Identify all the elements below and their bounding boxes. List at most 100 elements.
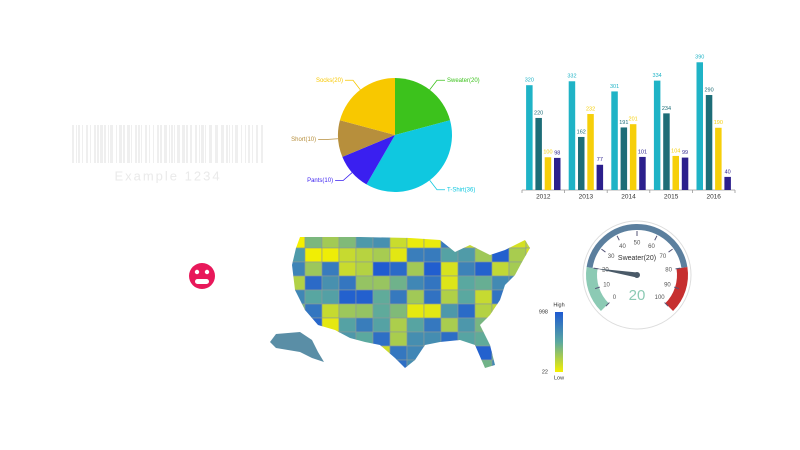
- bar-value-label: 100: [543, 150, 552, 156]
- barcode-bar: [160, 125, 162, 163]
- gauge-value: 20: [629, 287, 646, 304]
- state-region: [491, 275, 510, 291]
- gauge-tick-label: 40: [619, 244, 626, 250]
- bar: [705, 95, 713, 190]
- state-region: [304, 289, 323, 305]
- alaska: [270, 332, 324, 362]
- state-region: [440, 289, 459, 305]
- barcode: [72, 125, 263, 163]
- gauge-tick-label: 50: [634, 241, 641, 247]
- state-region: [292, 237, 306, 249]
- barcode-bar: [145, 125, 147, 163]
- state-region: [474, 345, 493, 361]
- leader-line: [344, 79, 361, 91]
- state-region: [423, 247, 442, 263]
- state-region: [406, 247, 425, 263]
- state-region: [457, 345, 476, 361]
- barcode-bar: [209, 125, 212, 163]
- state-region: [338, 331, 357, 347]
- gauge-tick: [673, 286, 680, 290]
- gauge-tick-label: 30: [608, 254, 615, 260]
- state-region: [440, 247, 459, 263]
- gauge-tick: [654, 235, 658, 241]
- state-region: [491, 331, 510, 347]
- state-region: [525, 237, 530, 249]
- barcode-bar: [248, 125, 250, 163]
- smiley-icon[interactable]: [189, 263, 215, 289]
- gauge-tick: [594, 286, 601, 290]
- state-region: [304, 359, 323, 368]
- state-region: [372, 289, 391, 305]
- state-region: [321, 317, 340, 333]
- bar: [535, 117, 542, 190]
- state-region: [389, 261, 408, 277]
- barcode-bar: [138, 125, 140, 163]
- bar-value-label: 162: [577, 129, 586, 135]
- state-region: [355, 275, 374, 291]
- state-region: [457, 331, 476, 347]
- barcode-bar: [78, 125, 80, 163]
- state-region: [406, 275, 425, 291]
- state-region: [474, 275, 493, 291]
- state-region: [304, 237, 323, 249]
- bar-value-label: 191: [619, 120, 628, 126]
- barcode-bar: [82, 125, 83, 163]
- state-region: [321, 331, 340, 347]
- gauge-hub: [634, 272, 640, 278]
- barcode-bar: [135, 125, 137, 163]
- bar-value-label: 77: [597, 157, 603, 163]
- state-region: [457, 275, 476, 291]
- leader-line: [429, 79, 446, 91]
- state-region: [389, 275, 408, 291]
- bar-value-label: 220: [534, 110, 543, 116]
- state-region: [304, 317, 323, 333]
- state-region: [457, 247, 476, 263]
- state-region: [355, 331, 374, 347]
- state-region: [474, 289, 493, 305]
- gauge-tick: [616, 235, 620, 241]
- bar-value-label: 390: [695, 55, 704, 61]
- gauge-tick-label: 100: [655, 295, 666, 301]
- state-region: [474, 261, 493, 277]
- state-region: [338, 261, 357, 277]
- state-region: [491, 303, 510, 319]
- gauge-tick: [664, 302, 669, 307]
- state-region: [292, 247, 306, 263]
- state-region: [423, 261, 442, 277]
- state-region: [423, 303, 442, 319]
- state-region: [491, 345, 510, 361]
- state-region: [457, 359, 476, 368]
- state-region: [508, 317, 527, 333]
- state-region: [321, 303, 340, 319]
- leader-line: [318, 138, 339, 140]
- bar-value-label: 301: [610, 84, 619, 90]
- gauge-tick-label: 60: [648, 244, 655, 250]
- state-region: [372, 317, 391, 333]
- bar: [696, 62, 703, 190]
- pie-slice: [342, 135, 395, 185]
- barcode-bar: [72, 125, 74, 163]
- barcode-bar: [97, 125, 99, 163]
- barcode-bar: [215, 125, 218, 163]
- barcode-bar: [127, 125, 130, 163]
- state-region: [440, 317, 459, 333]
- state-region: [338, 317, 357, 333]
- state-region: [525, 345, 530, 361]
- state-region: [372, 275, 391, 291]
- barcode-bar: [116, 125, 117, 163]
- state-region: [474, 359, 493, 368]
- state-region: [525, 359, 530, 368]
- bar: [663, 113, 670, 190]
- state-region: [457, 317, 476, 333]
- state-region: [440, 275, 459, 291]
- state-region: [372, 345, 391, 361]
- state-region: [355, 247, 374, 263]
- leader-line: [429, 179, 446, 191]
- state-region: [474, 317, 493, 333]
- state-region: [406, 303, 425, 319]
- gauge-band: [665, 267, 688, 312]
- state-region: [525, 261, 530, 277]
- gauge-tick: [605, 302, 610, 307]
